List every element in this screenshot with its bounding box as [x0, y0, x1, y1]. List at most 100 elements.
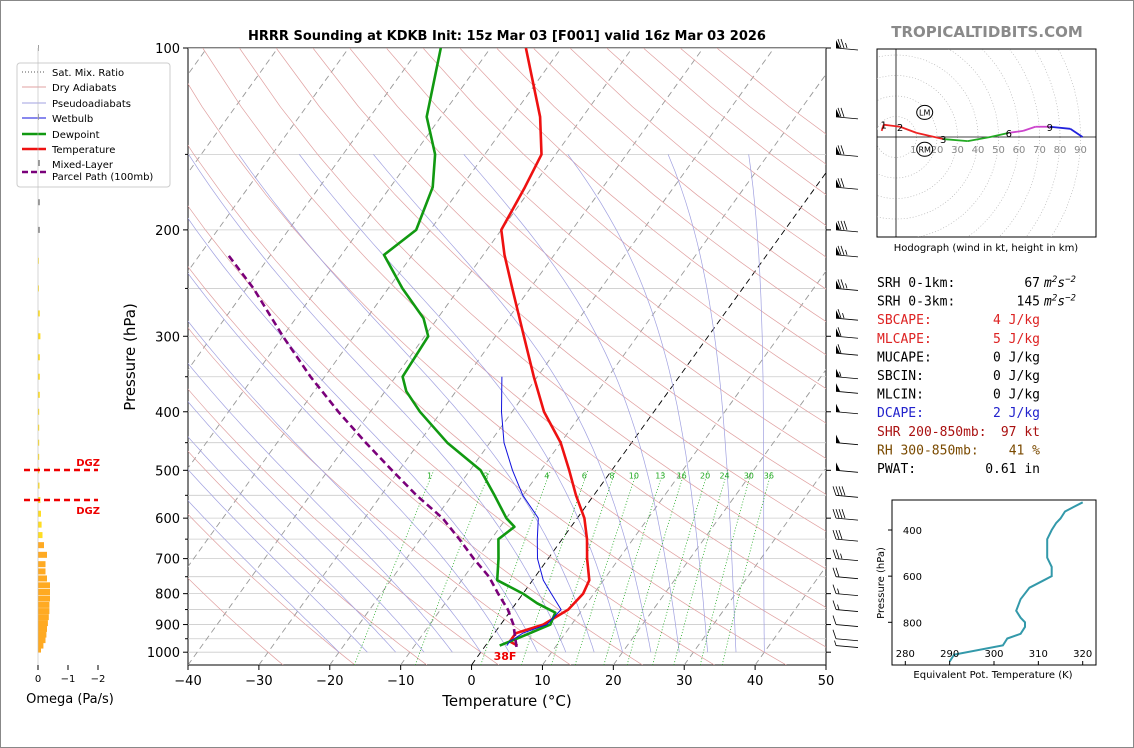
- index-value: 41 %: [1009, 443, 1040, 458]
- theta-e-y-label: Pressure (hPa): [876, 547, 887, 619]
- barb-full: [832, 567, 837, 577]
- barb-half: [837, 604, 840, 610]
- legend-item-temperature: Temperature: [22, 145, 115, 156]
- dry-adiabat: [188, 577, 284, 665]
- moist-adiabat: [188, 401, 425, 653]
- unit-exp: −2: [1065, 294, 1076, 304]
- hodograph-segment: [990, 132, 1009, 138]
- dry-adiabat: [188, 388, 499, 665]
- barb-staff: [835, 517, 859, 521]
- moist-adiabat: [299, 154, 623, 653]
- omega-bar: [38, 439, 40, 446]
- omega-bar: [38, 373, 40, 380]
- hodograph-segment: [916, 132, 944, 140]
- mixing-ratio-label: 1: [427, 472, 432, 481]
- barb-full: [837, 344, 842, 354]
- omega-bar: [38, 45, 39, 51]
- mixing-ratio-line: [673, 470, 728, 665]
- legend-label: Wetbulb: [52, 114, 93, 125]
- index-label: SBCAPE:: [877, 313, 932, 328]
- dgz-top-label: DGZ: [76, 458, 100, 469]
- barb-full: [832, 615, 837, 625]
- omega-bar: [38, 568, 46, 575]
- hodograph-segment: [967, 136, 991, 142]
- omega-bar: [38, 588, 50, 595]
- wind-barb: [835, 403, 859, 415]
- moist-adiabat: [238, 154, 595, 653]
- hodograph-ring-label: 70: [1033, 145, 1046, 156]
- moist-adiabat: [188, 320, 482, 653]
- index-value: 97 kt: [1001, 425, 1040, 440]
- wind-barb: [835, 327, 859, 339]
- barb-full: [840, 279, 845, 289]
- theta-e-x-label: Equivalent Pot. Temperature (K): [913, 670, 1072, 681]
- barb-staff: [835, 153, 859, 157]
- legend: Sat. Mix. Ratio Dry Adiabats Pseudoadiab…: [16, 62, 171, 188]
- barb-flag: [836, 368, 840, 377]
- omega-bar: [38, 226, 40, 233]
- barb-full: [840, 107, 845, 117]
- barb-flag: [836, 108, 840, 117]
- isotherm: [188, 48, 420, 371]
- barb-full: [837, 220, 842, 231]
- chart-title: HRRR Sounding at KDKB Init: 15z Mar 03 […: [248, 29, 766, 44]
- index-unit: m2s−2: [1043, 294, 1076, 310]
- y-tick-label: 600: [155, 512, 180, 527]
- barb-full: [838, 530, 843, 540]
- omega-bar: [38, 608, 50, 615]
- index-value: 0 J/kg: [993, 350, 1040, 365]
- x-tick-label: −30: [245, 674, 272, 689]
- barb-full: [840, 178, 845, 188]
- index-label: DCAPE:: [877, 406, 924, 421]
- wind-barb: [832, 584, 859, 597]
- dry-adiabat: [496, 48, 826, 322]
- index-label: SRH 0-1km:: [877, 276, 955, 291]
- barb-staff: [835, 352, 859, 356]
- omega-bar: [38, 257, 39, 264]
- omega-bar: [38, 424, 40, 431]
- series-wetbulb: [501, 376, 562, 646]
- y-tick-label: 800: [155, 588, 180, 603]
- legend-item-sat-mix: Sat. Mix. Ratio: [22, 68, 124, 79]
- dry-adiabat: [275, 48, 826, 532]
- isotherm: [188, 48, 562, 568]
- hodograph-ring-label: 50: [992, 145, 1005, 156]
- mixing-ratio-label: 13: [655, 472, 665, 481]
- hodograph-height-label: 2: [897, 123, 903, 134]
- mixing-ratio-label: 36: [764, 472, 774, 481]
- dry-adiabat: [386, 48, 826, 424]
- moist-adiabat: [667, 154, 737, 653]
- x-tick-label: 30: [676, 674, 693, 689]
- barb-staff: [835, 186, 859, 190]
- moist-adiabat: [188, 272, 510, 653]
- barb-staff: [835, 645, 859, 648]
- barb-full: [832, 549, 837, 559]
- barb-flag: [836, 310, 840, 319]
- omega-bar: [38, 354, 40, 361]
- omega-bar: [38, 333, 41, 340]
- unit-exp: 2: [1052, 275, 1057, 285]
- wind-barbs: [832, 38, 859, 648]
- omega-bar: [38, 642, 44, 649]
- hodograph-segment: [1022, 125, 1036, 132]
- theta-e-x-tick-label: 320: [1073, 649, 1092, 660]
- barb-flag: [836, 383, 840, 392]
- legend-box: [16, 62, 171, 188]
- barb-full: [841, 509, 846, 519]
- theta-e-y-tick-label: 400: [903, 526, 922, 537]
- omega-bar: [38, 561, 46, 568]
- index-label: SBCIN:: [877, 369, 924, 384]
- mixing-ratio-label: 16: [677, 472, 687, 481]
- omega-bar: [38, 510, 41, 517]
- barb-full: [838, 486, 843, 496]
- dry-adiabat: [188, 83, 826, 648]
- wind-barb: [832, 530, 859, 542]
- hodograph-ring-label: 40: [972, 145, 985, 156]
- barb-flag: [836, 403, 840, 412]
- legend-item-dewpoint: Dewpoint: [22, 130, 100, 141]
- isotherm: [188, 48, 279, 174]
- omega-bar: [38, 285, 39, 292]
- hodograph-caption: Hodograph (wind in kt, height in km): [894, 243, 1079, 254]
- wind-barb: [832, 615, 859, 627]
